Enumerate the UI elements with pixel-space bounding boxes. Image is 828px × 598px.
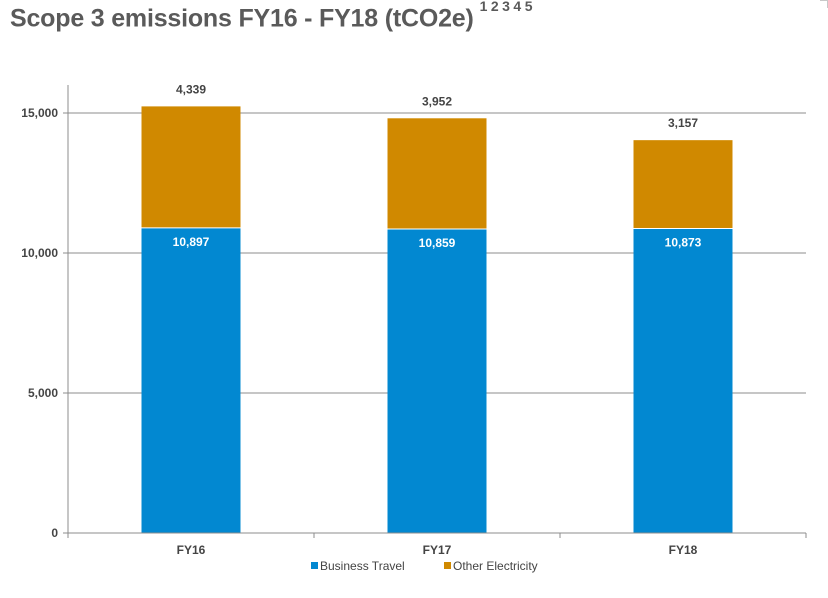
legend-label: Business Travel — [320, 559, 405, 573]
bar-business-travel — [633, 228, 733, 533]
data-label-other-electricity: 3,157 — [668, 116, 698, 130]
bar-business-travel — [141, 227, 241, 533]
data-labels: 10,897 4,339 10,859 3,952 10,873 3,157 — [173, 82, 702, 250]
y-axis: 0 5,000 10,000 15,000 — [21, 85, 69, 540]
y-tick-label: 0 — [51, 526, 58, 540]
bar-business-travel — [387, 228, 487, 533]
x-tick-label: FY17 — [423, 543, 452, 557]
data-label-other-electricity: 3,952 — [422, 94, 452, 108]
legend-label: Other Electricity — [453, 559, 538, 573]
bar-other-electricity — [633, 140, 733, 229]
chart-title: Scope 3 emissions FY16 - FY18 (tCO2e) 1 2… — [10, 0, 533, 33]
y-tick-label: 5,000 — [28, 386, 58, 400]
title-footnotes: 1 2 3 4 5 — [479, 0, 533, 14]
data-label-business-travel: 10,873 — [665, 236, 702, 250]
data-label-business-travel: 10,859 — [419, 236, 456, 250]
data-label-other-electricity: 4,339 — [176, 82, 206, 96]
bar-other-electricity — [387, 118, 487, 229]
legend-swatch — [444, 562, 451, 569]
chart-title-text: Scope 3 emissions FY16 - FY18 (tCO2e) — [10, 4, 474, 33]
bars — [141, 106, 733, 533]
x-axis: FY16 FY17 FY18 — [67, 532, 807, 557]
x-tick-label: FY18 — [669, 543, 698, 557]
y-tick-label: 10,000 — [21, 246, 58, 260]
y-tick-label: 15,000 — [21, 106, 58, 120]
data-label-business-travel: 10,897 — [173, 235, 210, 249]
legend: Business Travel Other Electricity — [311, 559, 538, 573]
bar-other-electricity — [141, 106, 241, 228]
legend-swatch — [311, 562, 318, 569]
x-tick-label: FY16 — [177, 543, 206, 557]
